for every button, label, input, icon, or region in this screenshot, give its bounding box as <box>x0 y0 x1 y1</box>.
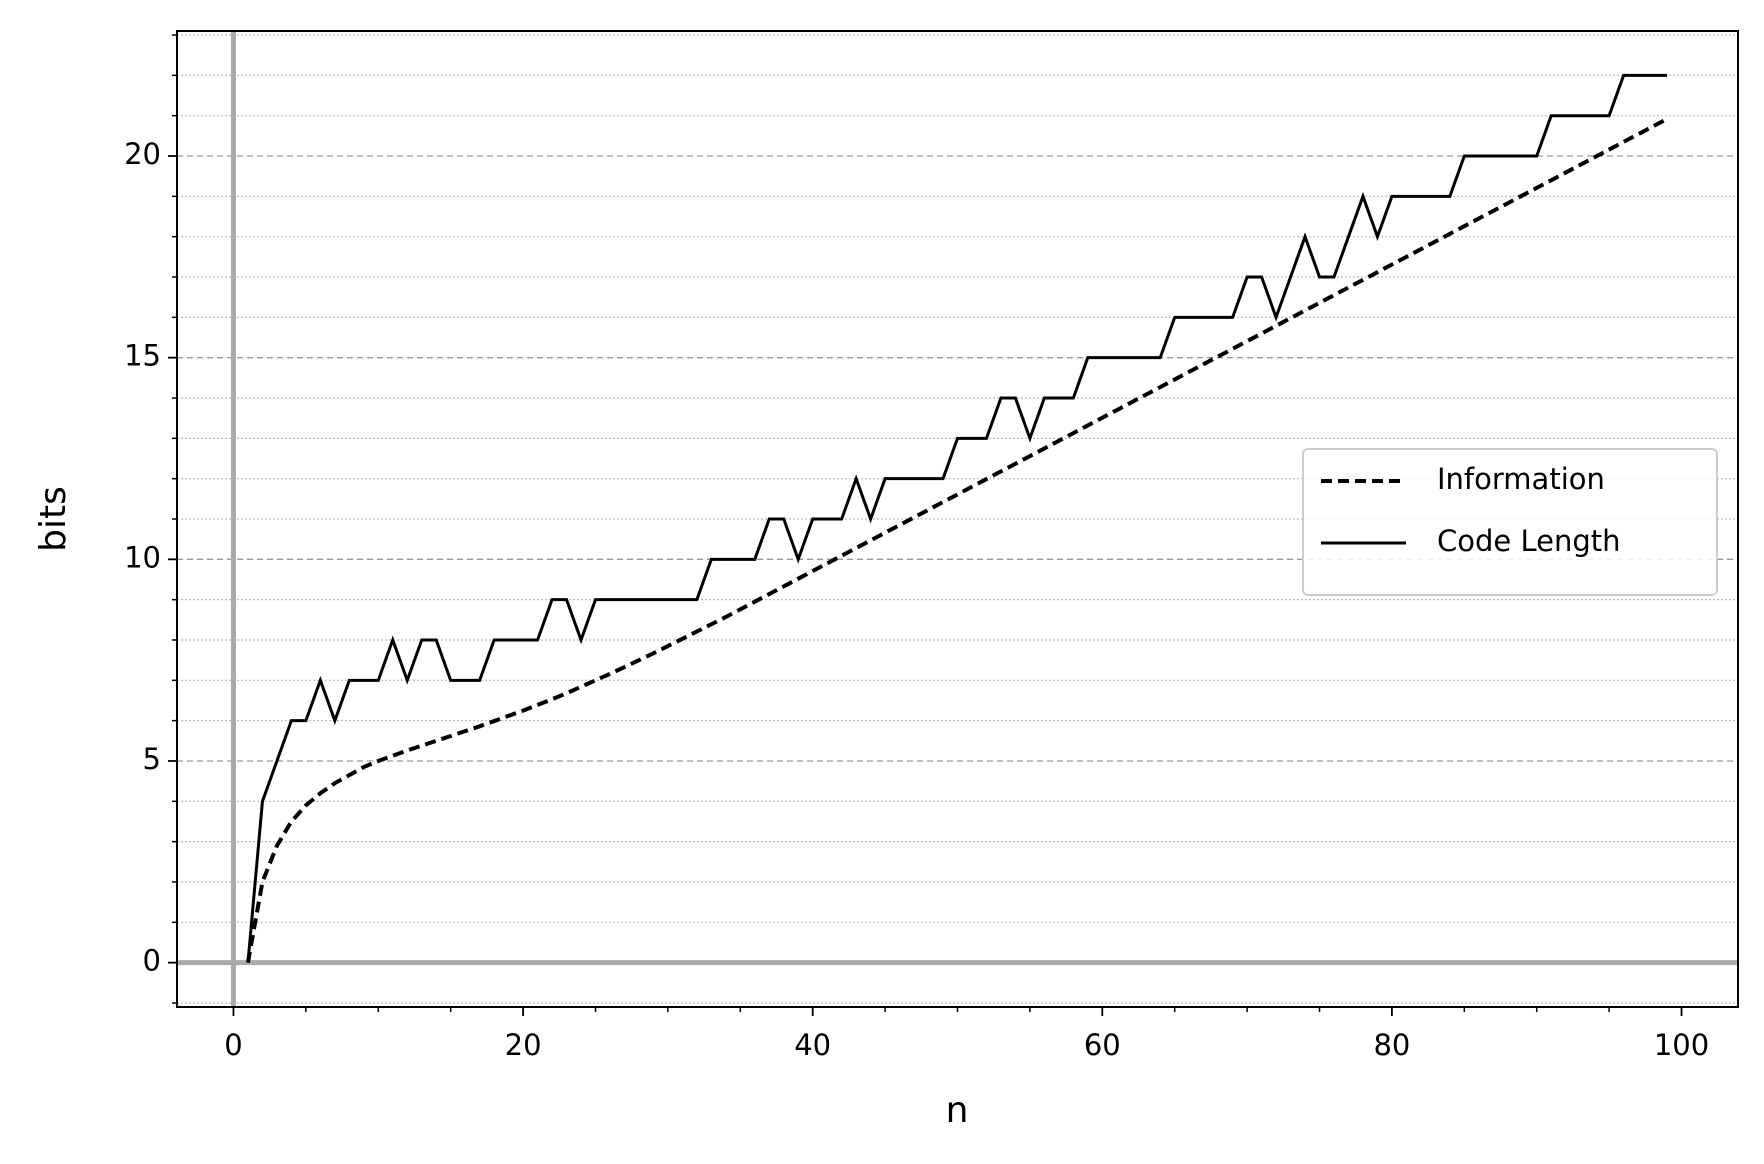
y-tick-label: 15 <box>124 339 161 373</box>
y-axis-label: bits <box>33 486 74 552</box>
y-tick-label: 5 <box>143 742 161 776</box>
x-tick-label: 100 <box>1654 1028 1709 1062</box>
x-axis-label: n <box>946 1090 969 1131</box>
y-tick-label: 0 <box>143 944 161 978</box>
y-tick-label: 20 <box>124 137 161 171</box>
y-tick-label: 10 <box>124 540 161 574</box>
x-tick-label: 0 <box>224 1028 242 1062</box>
x-tick-label: 20 <box>505 1028 542 1062</box>
legend-label: Information <box>1437 462 1605 496</box>
legend-box <box>1302 448 1718 596</box>
x-tick-label: 40 <box>794 1028 831 1062</box>
x-tick-label: 80 <box>1373 1028 1410 1062</box>
x-tick-label: 60 <box>1084 1028 1121 1062</box>
data-line <box>245 117 1668 963</box>
plot-frame <box>176 30 1739 1008</box>
data-line <box>246 73 1668 963</box>
legend-label: Code Length <box>1437 524 1621 558</box>
